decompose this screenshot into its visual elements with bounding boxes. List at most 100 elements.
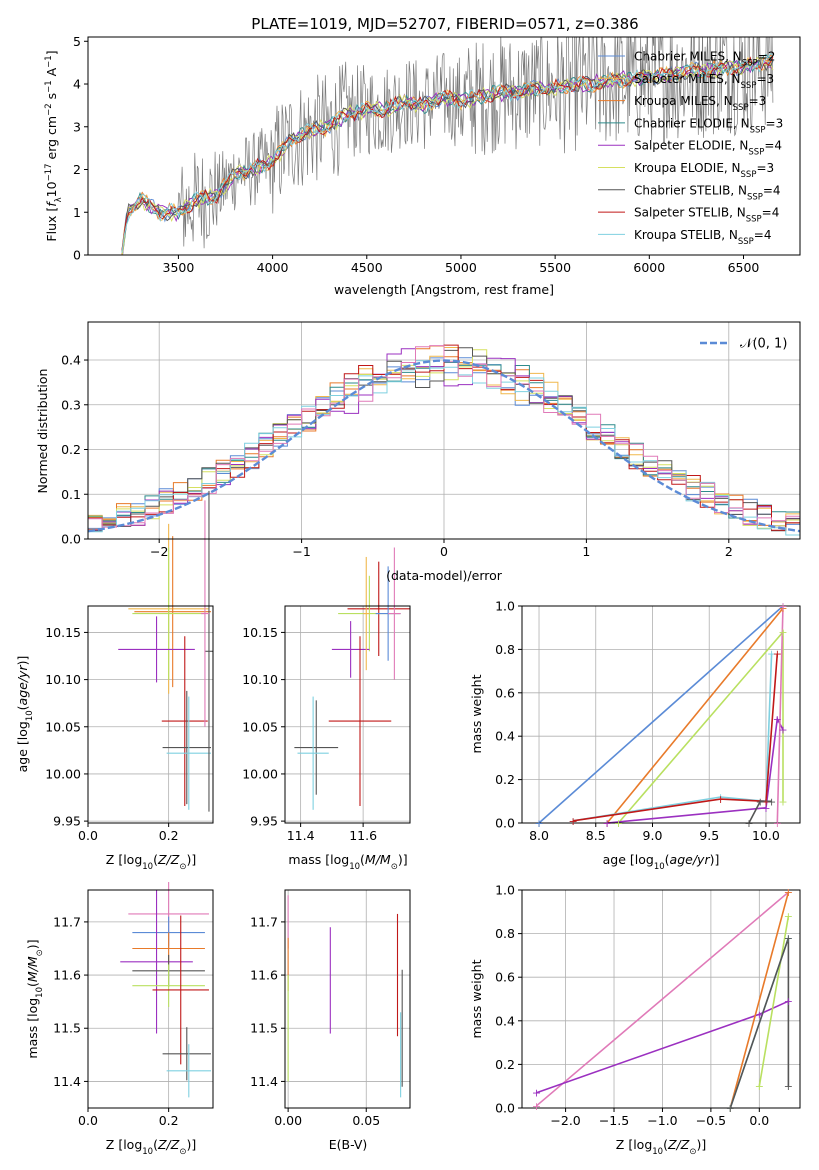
- mwZ-ytick-label: 0.4: [495, 1013, 515, 1028]
- mwZ-marker-1-1: +: [755, 1008, 764, 1021]
- mwAge-ytick-label: 0.6: [495, 685, 515, 700]
- ageM-frame: [284, 605, 411, 824]
- hist-frame: [87, 321, 801, 540]
- ageZ-ylabel: age [log10(age/yr)]: [15, 656, 35, 773]
- spectrum-ytick-label: 1: [73, 205, 81, 220]
- hist-ylabel: Normed distribution: [35, 369, 50, 494]
- massZ-frame: [87, 889, 214, 1109]
- mwAge-xtick-label: 9.5: [699, 828, 719, 843]
- legend-entry-6: Chabrier STELIB, NSSP=4: [634, 183, 781, 202]
- mwAge-marker-4-3: +: [778, 724, 787, 737]
- mwAge-marker-4-2: +: [773, 713, 782, 726]
- spectrum-xtick-label: 5500: [539, 260, 571, 275]
- legend-entry-1: Salpeter MILES, NSSP=3: [634, 72, 774, 91]
- data-spectrum: [121, 37, 774, 254]
- legend-entry-7: Salpeter STELIB, NSSP=4: [634, 206, 779, 225]
- mwAge-series-7: [776, 605, 784, 824]
- spectrum-xtick-label: 4500: [351, 260, 383, 275]
- spectrum-xtick-label: 6500: [728, 260, 760, 275]
- data-layer: [88, 37, 800, 1109]
- mwZ-xtick-label: −0.5: [696, 1113, 726, 1128]
- mwAge-xtick-label: 8.0: [529, 828, 549, 843]
- mwZ-marker-2-1: +: [784, 886, 793, 899]
- mwAge-marker-3-3: +: [767, 648, 776, 661]
- mwAge-xtick-label: 8.5: [586, 828, 606, 843]
- mwZ-marker-0-0: +: [532, 1100, 541, 1113]
- mwAge-marker-5-0: +: [568, 815, 577, 828]
- legend-entry-5: Kroupa ELODIE, NSSP=3: [634, 161, 774, 180]
- mwAge-marker-3-0: +: [568, 815, 577, 828]
- hist-ytick-label: 0.0: [61, 532, 81, 547]
- mwZ-series-0: [535, 891, 789, 1107]
- mwZ-marker-0-1: +: [784, 886, 793, 899]
- mwZ-series-1: [536, 1000, 789, 1094]
- hist-legend-label: 𝒩(0, 1): [740, 337, 787, 352]
- text-layer: 3500 4000 4500 5000 5500 6000 6500 0 1 2 3 4 5 wavele…: [15, 34, 793, 1157]
- mwZ-xtick-label: −2.0: [550, 1113, 580, 1128]
- mwZ-ytick-label: 0.8: [495, 926, 515, 941]
- mwAge-marker-6-2: +: [767, 795, 776, 808]
- massZ-ytick-label: 11.6: [53, 968, 81, 983]
- ageZ-xtick-label: 0.0: [78, 828, 98, 843]
- mwAge-marker-5-2: +: [761, 795, 770, 808]
- mwZ-ylabel: mass weight: [469, 959, 484, 1038]
- mwZ-marker-5-0: +: [726, 1102, 735, 1115]
- spectrum-xtick-label: 4000: [257, 260, 289, 275]
- ageM-ytick-label: 9.95: [250, 814, 278, 829]
- spectrum-ytick-label: 3: [73, 119, 81, 134]
- spectrum-group: [121, 37, 774, 255]
- mwAge-ytick-label: 0.8: [495, 642, 515, 657]
- spectrum-ytick-label: 4: [73, 77, 81, 92]
- hist-ytick-label: 0.2: [61, 442, 81, 457]
- legend-entry-3: Chabrier ELODIE, NSSP=3: [634, 116, 783, 135]
- mwAge-ytick-label: 0.2: [495, 772, 515, 787]
- legend-entry-2: Kroupa MILES, NSSP=3: [634, 94, 766, 113]
- mwZ-marker-4-0: +: [726, 1102, 735, 1115]
- mwAge-series-3: [572, 653, 773, 822]
- spectrum-ylabel: Flux [fλ10−17 erg cm−2 s−1 A−1]: [44, 50, 64, 241]
- mwAge-ylabel: mass weight: [469, 674, 484, 753]
- spectrum-ytick-label: 0: [73, 248, 81, 263]
- mwZ-marker-5-2: +: [784, 1080, 793, 1093]
- mwZ-xtick-label: −1.5: [599, 1113, 629, 1128]
- mwAge-marker-0-1: +: [778, 600, 787, 613]
- ageZ-frame: [87, 605, 214, 824]
- figure-title: PLATE=1019, MJD=52707, FIBERID=0571, z=0…: [251, 15, 638, 33]
- massEBV-xtick-label: 0.00: [274, 1113, 302, 1128]
- legend-entry-0: Chabrier MILES, NSSP=2: [634, 50, 775, 69]
- massEBV-ytick-label: 11.5: [250, 1021, 278, 1036]
- mwAge-marker-7-0: +: [773, 817, 782, 830]
- mwZ-xlabel: Z [log10(Z/Z⊙)]: [616, 1137, 706, 1157]
- mwAge-series-0: [538, 605, 784, 824]
- mwAge-marker-6-1: +: [756, 795, 765, 808]
- mwZ-marker-3-0: +: [755, 1080, 764, 1093]
- ageM-xtick-label: 11.6: [349, 828, 377, 843]
- mwZ-ytick-label: 0.2: [495, 1057, 515, 1072]
- massEBV-ytick-label: 11.7: [250, 914, 278, 929]
- histogram-series-8: [88, 360, 800, 536]
- mwAge-ytick-label: 1.0: [495, 599, 515, 614]
- mwZ-marker-5-1: +: [784, 932, 793, 945]
- ageZ-ytick-label: 10.00: [45, 766, 81, 781]
- axes-layer: [84, 36, 801, 1112]
- massEBV-xlabel: E(B-V): [329, 1137, 368, 1152]
- model-spectrum-8: [121, 53, 774, 253]
- mwAge-ytick-label: 0.0: [495, 816, 515, 831]
- ageM-ytick-label: 10.05: [242, 719, 278, 734]
- ageM-xlabel: mass [log10(M/M⊙)]: [288, 852, 407, 872]
- spectrum-xtick-label: 6000: [633, 260, 665, 275]
- spectrum-ytick-label: 2: [73, 162, 81, 177]
- mwZ-series-2: [729, 891, 790, 1109]
- massEBV-frame: [284, 889, 411, 1109]
- hist-xtick-label: −2: [150, 544, 168, 559]
- mwZ-ytick-label: 0.0: [495, 1101, 515, 1116]
- hist-ytick-label: 0.3: [61, 397, 81, 412]
- hist-xtick-label: 1: [582, 544, 590, 559]
- hist-xtick-label: 2: [725, 544, 733, 559]
- massEBV-xtick-label: 0.05: [352, 1113, 380, 1128]
- mwAge-xtick-label: 9.0: [643, 828, 663, 843]
- mwAge-marker-1-1: +: [778, 602, 787, 615]
- massZ-ylabel: mass [log10(M/M⊙)]: [25, 939, 45, 1058]
- spectrum-xlabel: wavelength [Angstrom, rest frame]: [334, 282, 554, 297]
- mwAge-marker-2-0: +: [614, 817, 623, 830]
